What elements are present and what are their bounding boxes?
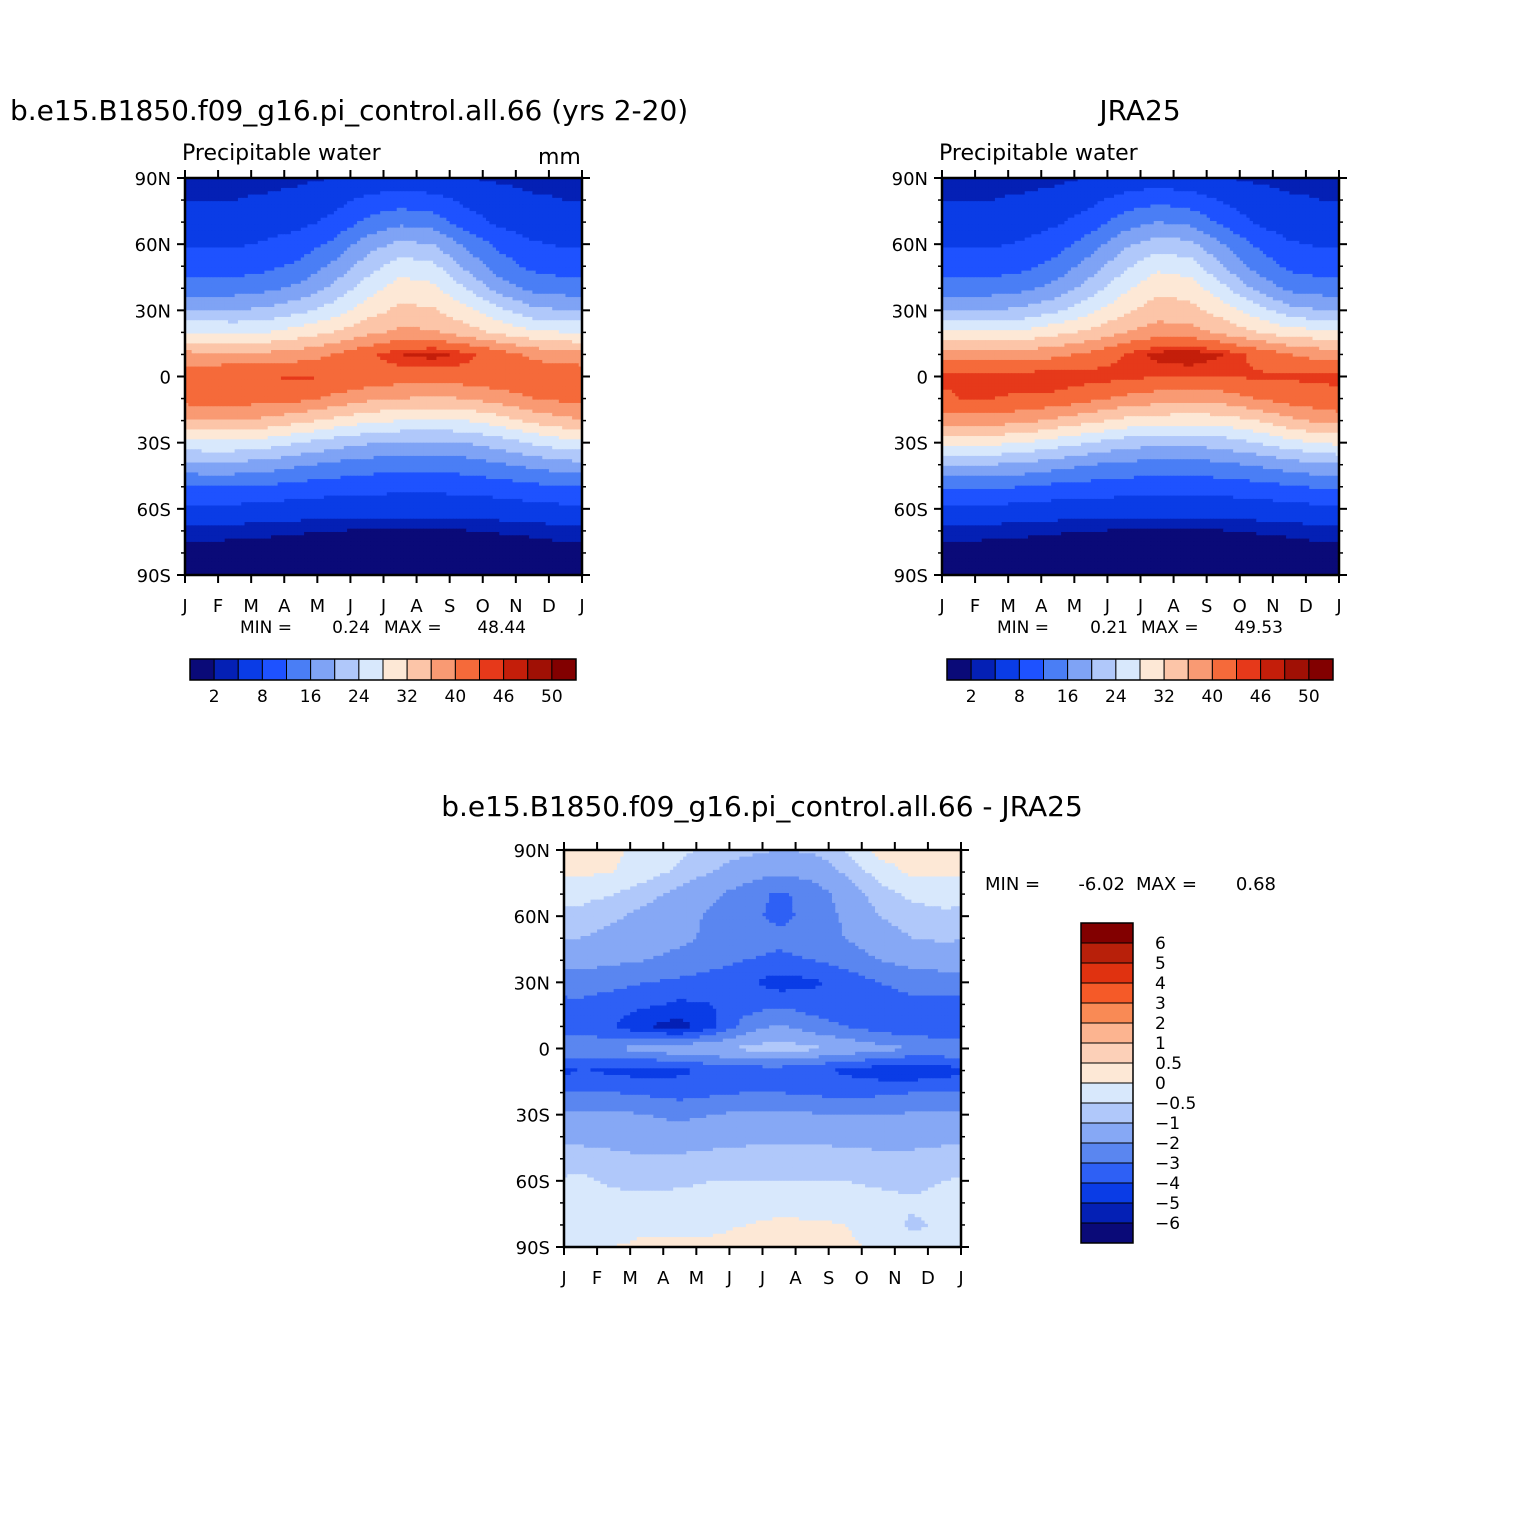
panel-title: b.e15.B1850.f09_g16.pi_control.all.66 (y… (10, 94, 688, 127)
units-label: mm (538, 145, 581, 170)
panel-subtitle: Precipitable water (182, 141, 382, 166)
contour-field (185, 178, 583, 576)
panel-model: b.e15.B1850.f09_g16.pi_control.all.66 (y… (10, 94, 688, 707)
